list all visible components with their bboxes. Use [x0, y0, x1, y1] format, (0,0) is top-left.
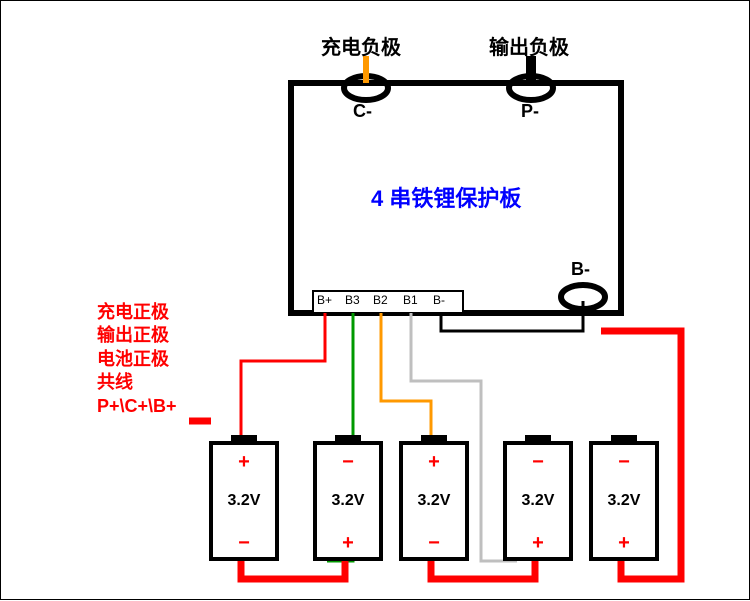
pin-b2: B2 — [373, 293, 388, 307]
label-b-minus: B- — [571, 259, 590, 280]
label-c-minus: C- — [353, 101, 372, 122]
battery-cap-icon — [231, 435, 257, 445]
left-line-1: 输出正极 — [97, 324, 177, 347]
wire-b2 — [381, 313, 431, 439]
battery-cap-icon — [335, 435, 361, 445]
battery-3: + 3.2V − — [399, 441, 469, 561]
pin-b1: B1 — [403, 293, 418, 307]
battery-3-volt: 3.2V — [403, 492, 465, 510]
wire-b-plus — [241, 313, 325, 437]
pin-b-minus: B- — [433, 293, 445, 307]
battery-4-volt: 3.2V — [507, 492, 569, 510]
battery-2: − 3.2V + — [313, 441, 383, 561]
common-positive-label: 充电正极 输出正极 电池正极 共线 P+\C+\B+ — [97, 301, 177, 418]
battery-5-bot: + — [593, 532, 655, 555]
battery-1-bot: − — [213, 532, 275, 555]
battery-2-volt: 3.2V — [317, 492, 379, 510]
battery-cap-icon — [611, 435, 637, 445]
left-line-2: 电池正极 — [97, 348, 177, 371]
battery-cap-icon — [421, 435, 447, 445]
label-output-neg: 输出负极 — [489, 31, 569, 60]
battery-3-top: + — [403, 451, 465, 474]
battery-2-bot: + — [317, 532, 379, 555]
battery-4-top: − — [507, 451, 569, 474]
battery-3-bot: − — [403, 532, 465, 555]
battery-5-volt: 3.2V — [593, 492, 655, 510]
left-line-3: 共线 — [97, 371, 177, 394]
board-title: 4 串铁锂保护板 — [371, 181, 521, 213]
left-line-4: P+\C+\B+ — [97, 395, 177, 418]
battery-5-top: − — [593, 451, 655, 474]
diagram-canvas: 充电负极 输出负极 C- P- B- 4 串铁锂保护板 B+ B3 B2 B1 … — [0, 0, 750, 600]
battery-1-top: + — [213, 451, 275, 474]
battery-2-top: − — [317, 451, 379, 474]
battery-cap-icon — [525, 435, 551, 445]
battery-4-bot: + — [507, 532, 569, 555]
battery-5: − 3.2V + — [589, 441, 659, 561]
pin-b-plus: B+ — [317, 293, 332, 307]
battery-1-volt: 3.2V — [213, 492, 275, 510]
battery-4: − 3.2V + — [503, 441, 573, 561]
left-line-0: 充电正极 — [97, 301, 177, 324]
label-p-minus: P- — [521, 101, 539, 122]
label-charge-neg: 充电负极 — [321, 31, 401, 60]
pin-b3: B3 — [345, 293, 360, 307]
battery-1: + 3.2V − — [209, 441, 279, 561]
